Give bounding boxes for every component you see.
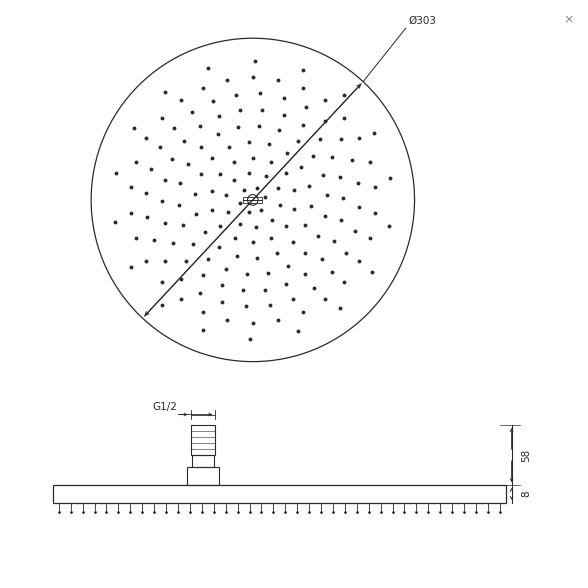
Text: 58: 58: [522, 449, 532, 462]
Bar: [191, 425, 215, 455]
Bar: [243, 197, 262, 203]
Text: 8: 8: [522, 490, 532, 497]
Text: ×: ×: [563, 13, 573, 26]
Bar: [192, 455, 214, 467]
Bar: [53, 485, 506, 503]
Text: G1/2: G1/2: [152, 402, 177, 412]
Bar: [186, 467, 219, 485]
Text: Ø303: Ø303: [409, 16, 437, 26]
